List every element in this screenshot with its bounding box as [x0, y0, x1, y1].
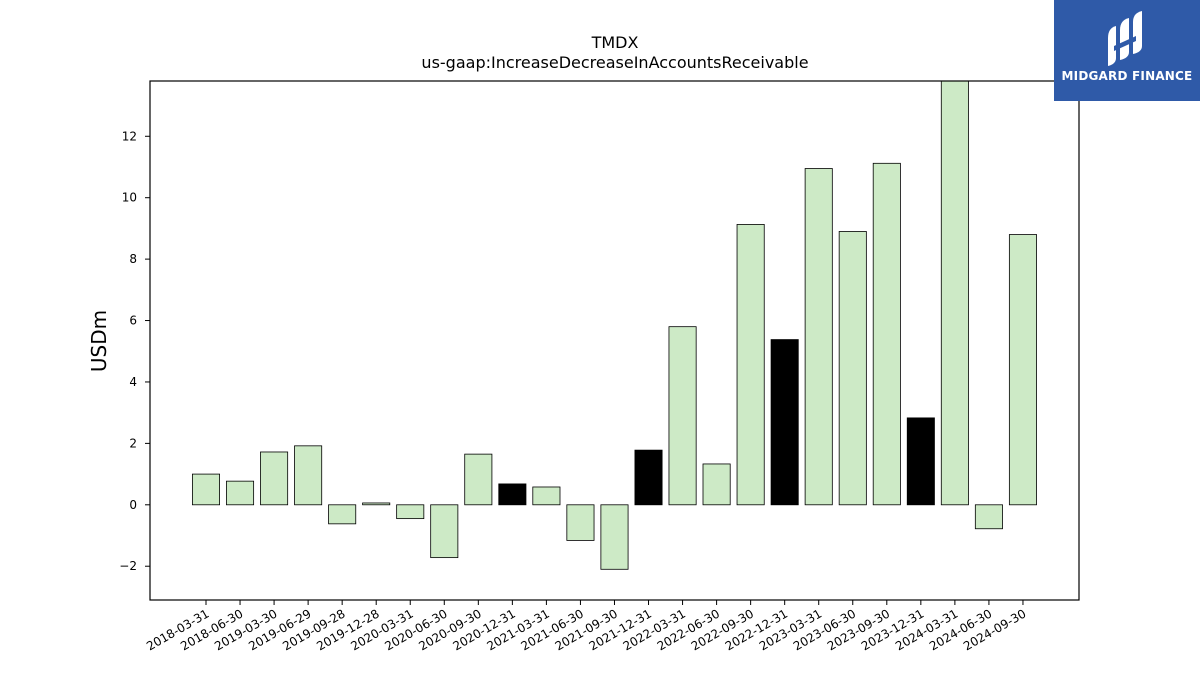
bar-2021-09-30 [600, 504, 629, 570]
chart-subtitle: us-gaap:IncreaseDecreaseInAccountsReceiv… [421, 53, 808, 72]
bar-2024-09-30 [1008, 234, 1037, 506]
bar-2024-03-31 [940, 80, 969, 506]
y-axis-label: USDm [87, 310, 111, 372]
logo-text: MIDGARD FINANCE [1061, 69, 1193, 83]
y-tick-label: 4 [129, 375, 137, 389]
chart-title: TMDX [591, 33, 639, 52]
bar-2018-06-30 [226, 480, 255, 506]
y-tick-label: 8 [129, 252, 137, 266]
plot-frame [149, 80, 1080, 601]
bar-2021-06-30 [566, 504, 595, 541]
bar-2022-12-31 [770, 339, 799, 506]
bar-2021-03-31 [532, 486, 561, 506]
midgard-finance-logo: MIDGARD FINANCE [1054, 0, 1200, 101]
bar-2021-12-31 [634, 449, 663, 506]
bar-2023-03-31 [804, 168, 833, 506]
bar-2024-06-30 [974, 504, 1003, 530]
bar-2023-06-30 [838, 231, 867, 506]
bar-2019-12-28 [362, 502, 391, 506]
y-tick-label: 0 [129, 498, 137, 512]
bar-2020-06-30 [430, 504, 459, 559]
midgard-logo-mark-icon [1108, 11, 1142, 66]
y-tick-label: 6 [129, 314, 137, 328]
bar-2023-09-30 [872, 162, 901, 506]
bar-2022-06-30 [702, 463, 731, 506]
y-tick-label: −2 [119, 559, 137, 573]
bar-2023-12-31 [906, 417, 935, 506]
bar-2018-03-31 [191, 473, 220, 506]
bar-2019-03-30 [260, 451, 289, 506]
y-tick-label: 10 [122, 191, 137, 205]
bar-2022-09-30 [736, 224, 765, 506]
bar-2020-09-30 [464, 453, 493, 506]
bar-2022-03-31 [668, 326, 697, 506]
bar-2020-12-31 [498, 483, 527, 506]
y-tick-label: 12 [122, 129, 137, 143]
bar-2019-06-29 [294, 445, 323, 506]
y-tick-label: 2 [129, 436, 137, 450]
bar-2020-03-31 [396, 504, 425, 520]
bar-2019-09-28 [328, 504, 357, 525]
